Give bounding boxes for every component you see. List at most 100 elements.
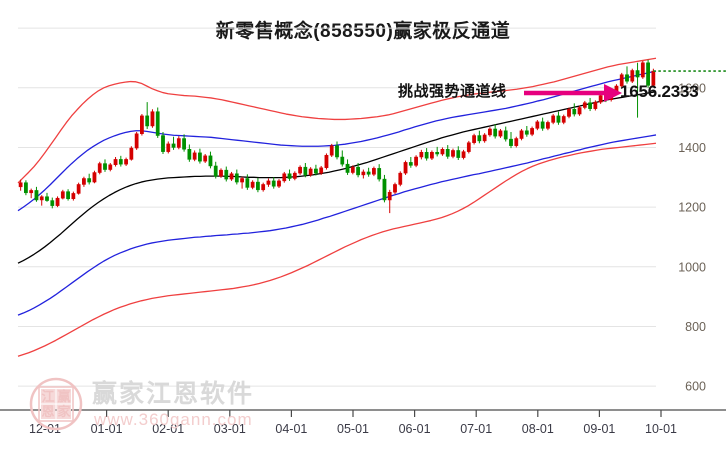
candle-body — [393, 184, 397, 193]
candle-body — [466, 142, 471, 152]
candle-body — [229, 173, 234, 180]
candle-body — [356, 166, 360, 176]
band-lower_red_band — [17, 142, 657, 357]
y-tick-label: 1400 — [678, 141, 706, 155]
last-price-label: 1656.2333 — [620, 82, 699, 101]
band-upper_red_band — [17, 57, 657, 184]
candle-body — [551, 115, 556, 123]
band-middle_black_line — [17, 91, 657, 264]
candle-body — [588, 102, 592, 109]
candle-body — [34, 190, 39, 201]
candle-body — [461, 151, 466, 158]
candle-body — [55, 197, 60, 206]
y-axis-labels: 1600 1400 1200 1000 800 600 — [678, 81, 706, 393]
candle-body — [451, 150, 455, 157]
candle-body — [50, 200, 55, 206]
x-tick-label: 04-01 — [275, 422, 307, 436]
candle-body — [408, 162, 413, 166]
candle-body — [382, 178, 387, 201]
candle-body — [625, 74, 629, 82]
candle-body — [556, 115, 561, 123]
candle-body — [630, 70, 635, 82]
candle-body — [493, 128, 498, 137]
candle-body — [219, 169, 223, 177]
candle-body — [561, 116, 566, 123]
candle-body — [287, 173, 292, 179]
candle-body — [435, 151, 440, 155]
candle-body — [472, 135, 476, 143]
candle-body — [250, 181, 255, 188]
candle-body — [303, 166, 308, 176]
candle-body — [155, 111, 160, 136]
candle-body — [256, 181, 260, 191]
gridlines — [18, 27, 656, 387]
candle-body — [640, 62, 645, 78]
candle-body — [261, 184, 266, 191]
annotation-label: 挑战强势通道线 — [398, 83, 507, 100]
candle-body — [329, 145, 334, 156]
candle-body — [97, 163, 102, 173]
candle-body — [619, 74, 624, 87]
candle-body — [540, 121, 545, 129]
candle-body — [324, 154, 329, 169]
candle-body — [18, 182, 23, 188]
candle-body — [203, 155, 208, 162]
candle-body — [240, 178, 244, 183]
x-tick-label: 01-01 — [91, 422, 123, 436]
candle-body — [366, 171, 371, 175]
candle-body — [271, 180, 276, 187]
candle-body — [145, 115, 150, 127]
candle-body — [424, 151, 429, 159]
candle-body — [577, 107, 582, 115]
candle-body — [456, 150, 461, 158]
x-tick-label: 08-01 — [522, 422, 554, 436]
candle-body — [403, 162, 408, 174]
candle-body — [198, 152, 202, 162]
candle-body — [546, 122, 550, 129]
candlestick-series — [18, 59, 656, 214]
candle-body — [646, 62, 650, 86]
x-tick-label: 05-01 — [337, 422, 369, 436]
candle-body — [150, 111, 155, 127]
candle-body — [71, 193, 76, 200]
candle-body — [124, 159, 128, 165]
candle-body — [224, 169, 229, 180]
candle-body — [593, 101, 598, 109]
candle-body — [582, 102, 587, 108]
page-title: 新零售概念(858550)赢家极反通道 — [215, 21, 511, 42]
candle-body — [387, 191, 392, 201]
candle-body — [430, 151, 434, 159]
candle-body — [129, 147, 134, 160]
candle-body — [192, 152, 197, 160]
candle-body — [319, 167, 324, 174]
x-tick-label: 09-01 — [583, 422, 615, 436]
candle-body — [166, 143, 171, 152]
x-tick-label: 03-01 — [214, 422, 246, 436]
candle-body — [234, 173, 239, 183]
band-lower_blue_band — [17, 134, 657, 316]
y-tick-label: 600 — [685, 380, 706, 394]
candle-body — [103, 163, 107, 170]
x-tick-label: 10-01 — [645, 422, 677, 436]
candle-body — [108, 164, 113, 170]
candle-body — [414, 156, 418, 166]
candle-body — [503, 130, 508, 140]
candle-body — [419, 151, 424, 158]
candle-body — [29, 190, 34, 194]
candle-body — [24, 182, 28, 194]
candle-body — [60, 191, 65, 199]
candle-body — [350, 166, 355, 173]
candle-body — [372, 168, 376, 175]
candle-body — [398, 172, 403, 185]
candle-body — [440, 149, 445, 155]
x-tick-label: 02-01 — [152, 422, 184, 436]
candle-body — [45, 196, 49, 201]
candle-body — [113, 159, 118, 166]
arrow-head — [604, 84, 622, 102]
candle-body — [340, 156, 345, 165]
x-tick-label: 06-01 — [399, 422, 431, 436]
candle-body — [308, 168, 313, 176]
candle-body — [651, 70, 656, 86]
